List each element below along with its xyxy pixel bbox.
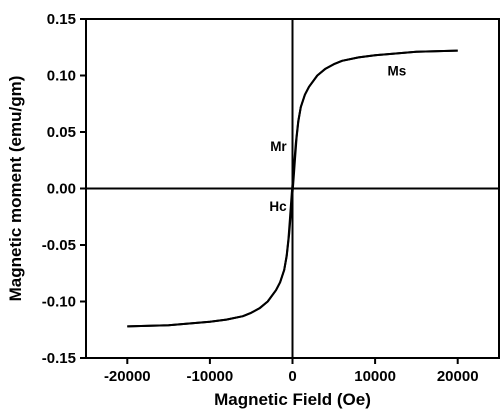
y-axis-title: Magnetic moment (emu/gm) xyxy=(6,76,25,302)
y-tick-label: 0.00 xyxy=(47,181,76,198)
y-tick-label: -0.15 xyxy=(42,350,76,367)
y-tick-label: 0.15 xyxy=(47,11,76,28)
annotation-hc: Hc xyxy=(269,199,287,214)
y-tick-label: 0.05 xyxy=(47,124,76,141)
y-tick-label: -0.10 xyxy=(42,294,76,311)
x-tick-label: -20000 xyxy=(104,368,151,385)
x-tick-label: 0 xyxy=(288,368,296,385)
annotation-ms: Ms xyxy=(387,64,406,79)
y-tick-label: -0.05 xyxy=(42,237,76,254)
x-axis-title: Magnetic Field (Oe) xyxy=(214,390,371,409)
x-tick-label: -10000 xyxy=(187,368,234,385)
x-tick-label: 10000 xyxy=(354,368,396,385)
y-axis-ticks: -0.15 -0.10 -0.05 0.00 0.05 0.10 0.15 xyxy=(42,11,86,367)
y-tick-label: 0.10 xyxy=(47,68,76,85)
annotation-mr: Mr xyxy=(270,139,287,154)
x-tick-label: 20000 xyxy=(437,368,479,385)
x-axis-ticks: -20000 -10000 0 10000 20000 xyxy=(104,358,479,385)
chart-annotations: Ms Mr Hc xyxy=(269,64,406,215)
